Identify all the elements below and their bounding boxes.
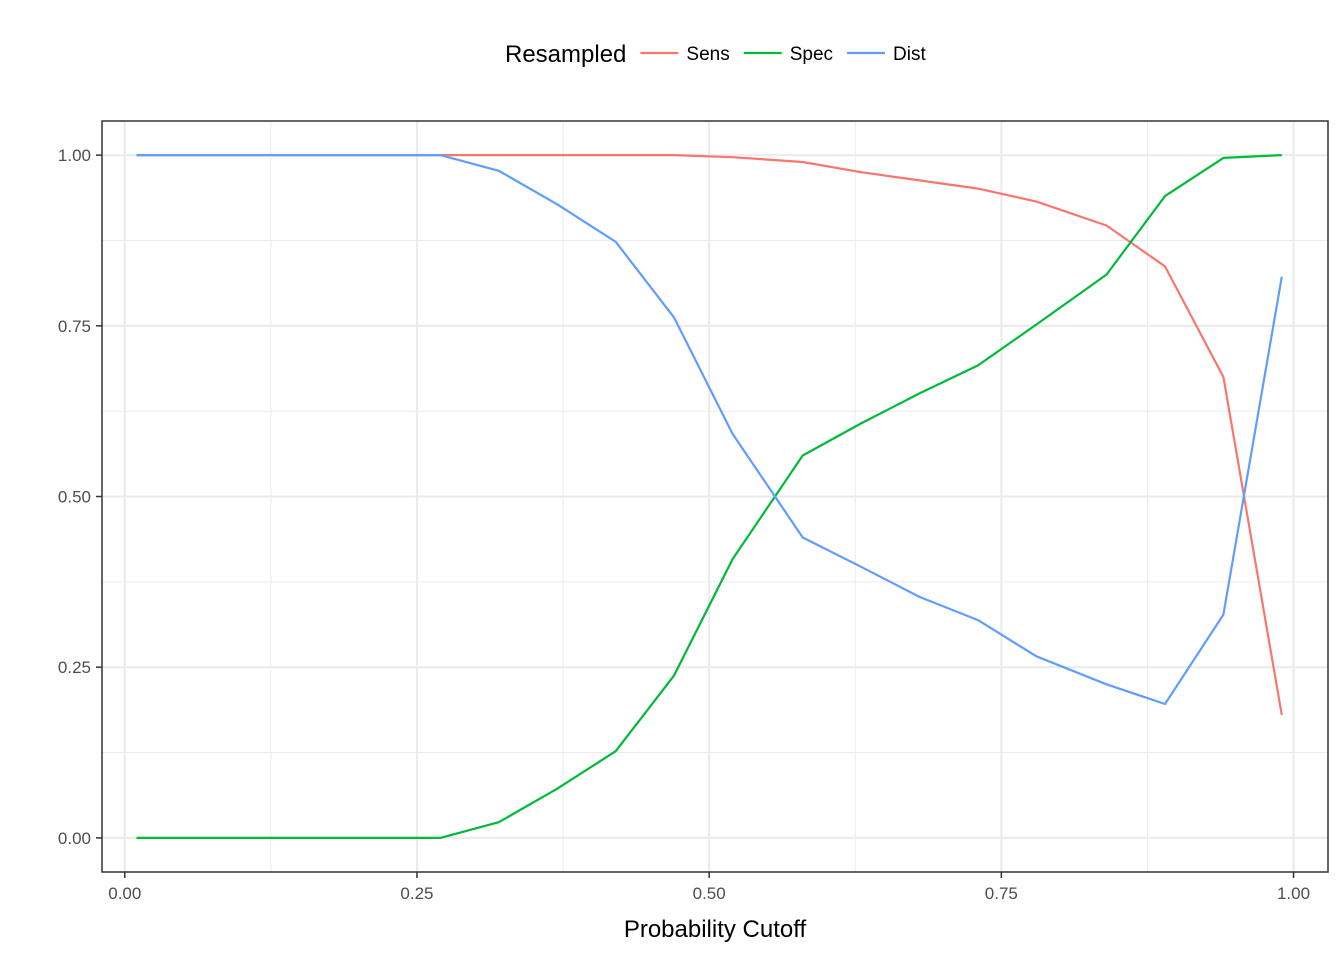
- y-tick-label: 1.00: [58, 146, 91, 165]
- x-tick-label: 0.50: [693, 884, 726, 903]
- x-axis-title: Probability Cutoff: [624, 916, 807, 943]
- x-tick-label: 1.00: [1277, 884, 1310, 903]
- y-tick-label: 0.75: [58, 317, 91, 336]
- y-tick-label: 0.25: [58, 658, 91, 677]
- y-axis: 0.00 0.25 0.50 0.75 1.00: [58, 146, 102, 848]
- y-tick-label: 0.00: [58, 829, 91, 848]
- legend-label-spec: Spec: [790, 44, 833, 65]
- legend-title: Resampled: [505, 41, 626, 68]
- series-lines: [136, 154, 1283, 840]
- legend: Resampled Sens Spec Dist: [505, 41, 926, 68]
- x-axis: 0.00 0.25 0.50 0.75 1.00: [108, 872, 1310, 903]
- x-tick-label: 0.75: [985, 884, 1018, 903]
- series-line-dist: [136, 154, 1283, 706]
- x-tick-label: 0.00: [108, 884, 141, 903]
- series-line-spec: [136, 154, 1282, 840]
- y-tick-label: 0.50: [58, 488, 91, 507]
- x-tick-label: 0.25: [400, 884, 433, 903]
- legend-label-dist: Dist: [893, 44, 926, 65]
- legend-label-sens: Sens: [686, 44, 729, 65]
